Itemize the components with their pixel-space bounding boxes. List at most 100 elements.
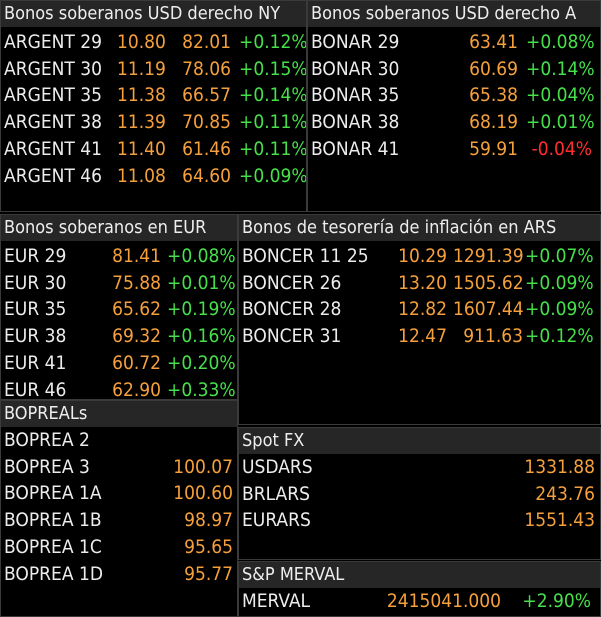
security-name: BOPREA 2 (4, 429, 90, 451)
price-value: 70.85 (182, 111, 231, 134)
table-row[interactable]: BOPREA 1B 98.97 (1, 507, 237, 533)
table-row[interactable]: BOPREA 1D 95.77 (1, 561, 237, 587)
table-row[interactable]: ARGENT 35 11.38 66.57 +0.14% (1, 82, 306, 108)
panel-usd-ny: Bonos soberanos USD derecho NY ARGENT 29… (0, 0, 307, 212)
security-name: BONCER 28 (242, 298, 342, 321)
security-name: EUR 30 (4, 271, 67, 294)
price-value: 68.19 (469, 111, 518, 134)
security-name: EUR 29 (4, 245, 67, 267)
table-row[interactable]: BONCER 28 12.82 1607.44 +0.09% (239, 296, 600, 322)
table-row[interactable]: BONAR 41 59.91 -0.04% (308, 136, 600, 162)
table-row[interactable]: EUR 46 62.90 +0.33% (1, 377, 237, 400)
table-row[interactable]: BONCER 31 12.47 911.63 +0.12% (239, 323, 600, 349)
change-percent: +0.12% (525, 325, 594, 348)
table-row[interactable]: EUR 29 81.41 +0.08% (1, 243, 237, 269)
table-row[interactable]: EUR 35 65.62 +0.19% (1, 296, 237, 322)
table-row[interactable]: BOPREA 1C 95.65 (1, 534, 237, 560)
price-value: 60.72 (112, 351, 161, 374)
table-row[interactable]: BONCER 11 25 10.29 1291.39 +0.07% (239, 243, 600, 269)
security-name: ARGENT 29 (4, 31, 103, 53)
yield-value: 11.08 (117, 164, 166, 187)
table-row[interactable]: ARGENT 29 10.80 82.01 +0.12% (1, 29, 306, 55)
change-percent: +0.14% (526, 57, 595, 80)
table-row[interactable]: EUR 38 69.32 +0.16% (1, 323, 237, 349)
security-name: ARGENT 35 (4, 84, 103, 107)
price-value: 69.32 (112, 325, 161, 348)
price-value: 2415041.000 (386, 590, 501, 612)
price-value: 82.01 (182, 31, 231, 53)
yield-value: 10.29 (398, 245, 447, 267)
table-row[interactable]: BOPREA 1A 100.60 (1, 480, 237, 506)
price-value: 100.07 (173, 455, 233, 478)
table-row[interactable]: ARGENT 38 11.39 70.85 +0.11% (1, 109, 306, 135)
security-name: BOPREA 1C (4, 535, 102, 558)
panel-title: Bonos soberanos USD derecho NY (1, 1, 306, 27)
panel-title: Bonos de tesorería de inflación en ARS (239, 215, 600, 241)
yield-value: 11.38 (117, 84, 166, 107)
security-name: BRLARS (242, 482, 310, 505)
change-percent: +2.90% (522, 590, 591, 612)
table-row[interactable]: USDARS 1331.88 (239, 454, 600, 480)
table-row[interactable]: ARGENT 46 11.08 64.60 +0.09% (1, 163, 306, 189)
price-value: 100.60 (173, 482, 233, 505)
price-value: 66.57 (182, 84, 231, 107)
change-percent: +0.19% (167, 298, 236, 321)
panel-fx: Spot FX USDARS 1331.88 BRLARS 243.76 EURARS 1… (238, 427, 601, 560)
panel-bopreal: BOPREALs BOPREA 2 BOPREA 3 100.07 BOPREA 1A… (0, 400, 238, 617)
panel-merval: S&P MERVAL MERVAL 2415041.000 +2.90% (238, 561, 601, 617)
price-value: 62.90 (112, 378, 161, 400)
change-percent: +0.15% (239, 57, 307, 80)
table-row[interactable]: BOPREA 2 (1, 427, 237, 453)
panel-title: Spot FX (239, 428, 600, 454)
yield-value: 10.80 (117, 31, 166, 53)
table-row[interactable]: BOPREA 3 100.07 (1, 454, 237, 480)
security-name: EUR 35 (4, 298, 67, 321)
yield-value: 12.47 (398, 325, 447, 348)
change-percent: +0.33% (167, 378, 236, 400)
security-name: MERVAL (242, 590, 311, 612)
table-row[interactable]: BRLARS 243.76 (239, 481, 600, 507)
security-name: EUR 46 (4, 378, 67, 400)
table-row[interactable]: EUR 30 75.88 +0.01% (1, 270, 237, 296)
price-value: 911.63 (463, 325, 523, 348)
change-percent: +0.09% (239, 164, 307, 187)
panel-title: S&P MERVAL (239, 562, 600, 588)
security-name: EURARS (242, 509, 311, 532)
panel-eur: Bonos soberanos en EUR EUR 29 81.41 +0.08%… (0, 214, 238, 400)
change-percent: +0.08% (167, 245, 236, 267)
security-name: ARGENT 46 (4, 164, 103, 187)
change-percent: +0.16% (167, 325, 236, 348)
price-value: 1607.44 (453, 298, 524, 321)
table-row[interactable]: EURARS 1551.43 (239, 507, 600, 533)
price-value: 60.69 (469, 57, 518, 80)
table-row[interactable]: BONAR 38 68.19 +0.01% (308, 109, 600, 135)
change-percent: +0.11% (239, 137, 307, 160)
panel-title: Bonos soberanos USD derecho A (308, 1, 600, 27)
table-row[interactable]: BONCER 26 13.20 1505.62 +0.09% (239, 270, 600, 296)
table-row[interactable]: BONAR 29 63.41 +0.08% (308, 29, 600, 55)
price-value: 75.88 (112, 271, 161, 294)
panel-inflation: Bonos de tesorería de inflación en ARS B… (238, 214, 601, 425)
change-percent: +0.07% (525, 245, 594, 267)
table-row[interactable]: EUR 41 60.72 +0.20% (1, 350, 237, 376)
security-name: BOPREA 3 (4, 455, 90, 478)
price-value: 1331.88 (524, 456, 595, 478)
price-value: 81.41 (112, 245, 161, 267)
table-row[interactable]: ARGENT 30 11.19 78.06 +0.15% (1, 56, 306, 82)
security-name: USDARS (242, 456, 313, 478)
security-name: BONAR 30 (311, 57, 400, 80)
change-percent: +0.04% (526, 84, 595, 107)
table-row[interactable]: BONAR 30 60.69 +0.14% (308, 56, 600, 82)
change-percent: +0.09% (525, 271, 594, 294)
security-name: BOPREA 1A (4, 482, 102, 505)
security-name: EUR 38 (4, 325, 67, 348)
panel-title: Bonos soberanos en EUR (1, 215, 237, 241)
price-value: 65.38 (469, 84, 518, 107)
table-row[interactable]: BONAR 35 65.38 +0.04% (308, 82, 600, 108)
table-row[interactable]: MERVAL 2415041.000 +2.90% (239, 588, 600, 614)
security-name: BONAR 41 (311, 137, 400, 160)
table-row[interactable]: ARGENT 41 11.40 61.46 +0.11% (1, 136, 306, 162)
price-value: 95.77 (184, 562, 233, 585)
price-value: 63.41 (469, 31, 518, 53)
security-name: EUR 41 (4, 351, 67, 374)
